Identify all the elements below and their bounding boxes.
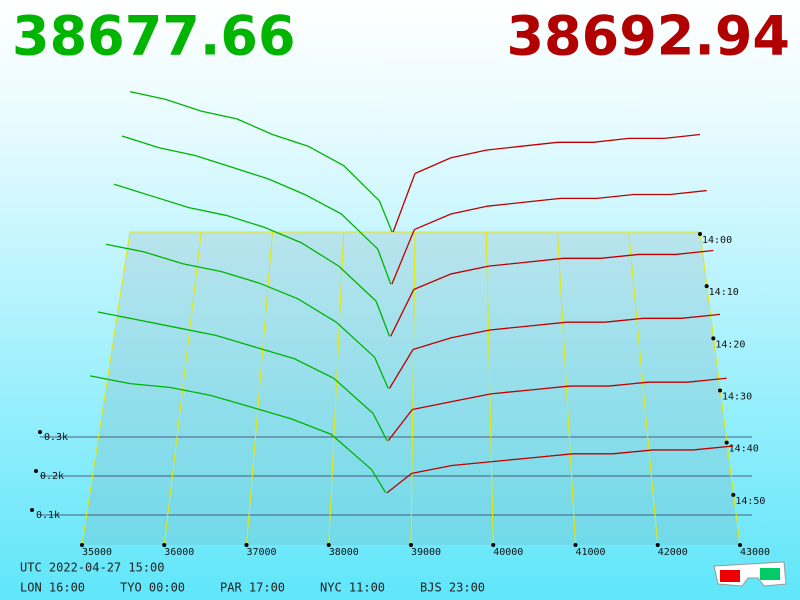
- price-tick: [409, 543, 413, 547]
- bid-drop: [378, 200, 393, 233]
- price-tick-label: 36000: [164, 547, 194, 558]
- bid-depth-line: [89, 375, 372, 470]
- price-tick: [326, 543, 331, 547]
- city-clock: PAR 17:00: [220, 581, 285, 595]
- price-tick-label: 35000: [82, 547, 112, 558]
- bid-depth-line: [105, 243, 376, 358]
- bid-drop: [377, 248, 392, 285]
- time-tick-label: 14:00: [702, 235, 732, 246]
- city-clock: BJS 23:00: [420, 581, 485, 595]
- price-grid-line: [485, 231, 494, 546]
- time-tick: [704, 284, 709, 289]
- bid-depth-line: [113, 183, 377, 302]
- time-tick-label: 14:50: [735, 496, 765, 507]
- time-tick-label: 14:30: [722, 392, 752, 403]
- time-tick: [698, 232, 702, 236]
- time-tick-label: 14:20: [715, 339, 745, 350]
- city-clock: LON 16:00: [20, 581, 85, 595]
- ask-depth-line: [414, 133, 701, 175]
- ask-depth-line: [414, 189, 707, 231]
- price-grid-line: [163, 231, 202, 546]
- ask-depth-line: [413, 249, 714, 291]
- ask-drop: [388, 349, 414, 389]
- time-tick-label: 14:40: [729, 444, 759, 455]
- ask-depth-line: [412, 313, 721, 351]
- ask-depth-line: [412, 377, 727, 411]
- time-tick: [724, 440, 729, 445]
- bid-depth-line: [97, 311, 374, 414]
- ask-drop: [386, 472, 413, 494]
- price-tick-label: 39000: [411, 547, 441, 558]
- price-tick: [162, 543, 167, 547]
- depth-tick-label: 0.2k: [40, 471, 64, 482]
- price-tick-label: 41000: [575, 547, 605, 558]
- ask-depth-line: [411, 445, 734, 474]
- ask-drop: [387, 409, 413, 442]
- price-tick: [491, 543, 496, 547]
- depth-tick: [38, 430, 42, 434]
- ask-drop: [390, 289, 415, 337]
- bid-price: 38677.66: [12, 5, 296, 68]
- bid-depth-line: [121, 135, 379, 250]
- time-tick: [718, 388, 722, 393]
- bid-drop: [372, 413, 388, 441]
- price-tick-label: 40000: [493, 547, 523, 558]
- plot: 0.1k 0.2k 0.3k 35000 36000 37000 38000 39000 400…: [30, 90, 770, 558]
- price-grid-line: [246, 231, 273, 546]
- ask-price: 38692.94: [506, 5, 790, 68]
- time-tick: [711, 336, 716, 341]
- clocks: LON 16:00 TYO 00:00 PAR 17:00 NYC 11:00 BJS …: [20, 581, 485, 595]
- time-tick: [731, 492, 736, 497]
- floor: [82, 232, 740, 545]
- price-tick: [738, 543, 742, 547]
- price-tick: [655, 543, 660, 547]
- price-grid-line: [410, 231, 416, 546]
- price-tick-label: 37000: [246, 547, 276, 558]
- bid-depth-line: [129, 90, 380, 202]
- price-tick-label: 38000: [329, 547, 359, 558]
- price-grid-line: [81, 231, 131, 546]
- bid-drop: [374, 357, 389, 389]
- price-grid-line: [557, 231, 576, 546]
- depth-tick: [30, 508, 34, 512]
- price-tick: [80, 543, 84, 547]
- city-clock: TYO 00:00: [120, 581, 185, 595]
- city-clock: NYC 11:00: [320, 581, 385, 595]
- ask-drop: [391, 229, 415, 285]
- price-tick: [244, 543, 249, 547]
- depth-tick-label: 0.1k: [36, 510, 60, 521]
- price-tick-label: 43000: [740, 547, 770, 558]
- price-tick-label: 42000: [658, 547, 688, 558]
- price-grid-line: [628, 231, 659, 546]
- time-tick-label: 14:10: [709, 287, 739, 298]
- bid-drop: [375, 301, 391, 337]
- depth-tick-label: 0.3k: [44, 432, 68, 443]
- utc-time: UTC 2022-04-27 15:00: [20, 561, 165, 575]
- price-grid-line: [328, 231, 345, 546]
- ask-drop: [392, 173, 416, 233]
- price-tick: [573, 543, 578, 547]
- depth-tick: [34, 469, 38, 473]
- 3d-glasses-icon: [713, 561, 787, 587]
- bid-drop: [370, 469, 387, 494]
